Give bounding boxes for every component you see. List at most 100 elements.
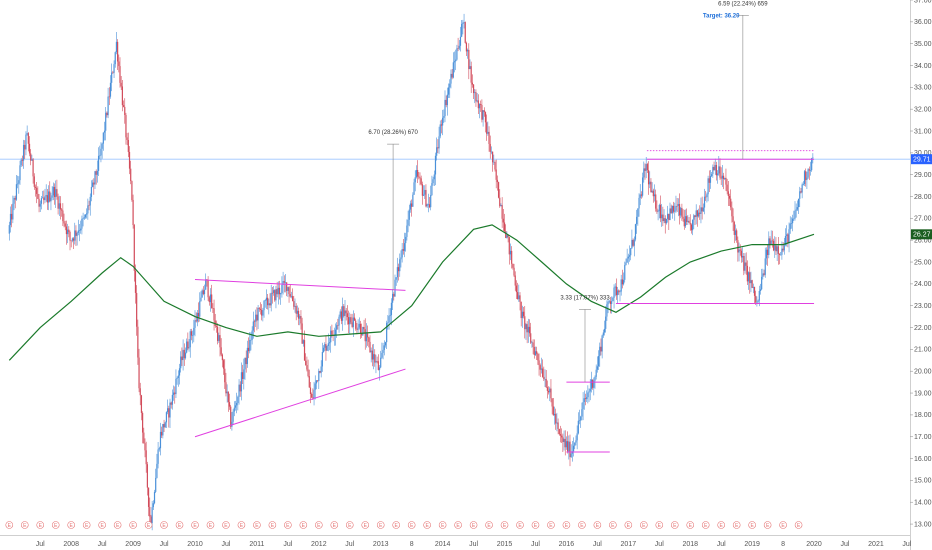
earnings-event-marker[interactable] xyxy=(222,521,230,529)
earnings-event-marker[interactable] xyxy=(376,521,385,529)
earnings-event-marker[interactable] xyxy=(732,521,741,529)
candle-body xyxy=(389,315,391,317)
earnings-event-marker[interactable] xyxy=(299,521,308,529)
candle-body xyxy=(807,169,809,178)
x-tick-label: Jul xyxy=(841,541,850,548)
earnings-event-marker[interactable] xyxy=(20,521,29,529)
candle-body xyxy=(213,308,215,321)
candle-body xyxy=(111,72,113,83)
candle-body xyxy=(465,42,468,52)
pattern-line-triangle-lower[interactable] xyxy=(194,368,406,438)
candle-body xyxy=(220,347,222,355)
earnings-event-marker[interactable] xyxy=(485,521,493,529)
earnings-event-marker[interactable] xyxy=(315,521,323,529)
earnings-event-marker[interactable] xyxy=(113,521,122,529)
candle-body xyxy=(211,294,213,308)
candle-body xyxy=(84,214,87,218)
ma-value-badge-box[interactable] xyxy=(911,229,932,240)
candle-body xyxy=(661,214,663,219)
earnings-event-marker[interactable] xyxy=(686,521,695,529)
candle-body xyxy=(686,216,688,222)
earnings-event-marker[interactable] xyxy=(779,521,787,529)
candle-body xyxy=(271,292,273,294)
earnings-event-marker[interactable] xyxy=(640,521,648,529)
earnings-event-marker[interactable] xyxy=(284,521,292,529)
candle-body xyxy=(347,317,350,325)
earnings-event-marker[interactable] xyxy=(547,521,555,529)
earnings-event-marker[interactable] xyxy=(407,521,416,529)
current-price-badge-box[interactable] xyxy=(911,154,932,165)
earnings-event-marker[interactable] xyxy=(67,521,75,529)
candle-body xyxy=(515,285,518,293)
candle-body xyxy=(107,96,109,116)
earnings-event-marker[interactable] xyxy=(454,521,462,529)
earnings-event-marker[interactable] xyxy=(98,521,106,529)
earnings-event-marker[interactable] xyxy=(701,521,710,529)
earnings-event-marker[interactable] xyxy=(593,521,602,529)
moving-average-line xyxy=(8,224,815,361)
earnings-event-marker[interactable] xyxy=(392,521,400,529)
candle-body xyxy=(503,222,506,232)
candle-body xyxy=(334,329,337,335)
candle-body xyxy=(481,105,483,120)
candle-body xyxy=(471,82,473,85)
earnings-event-marker[interactable] xyxy=(144,521,153,529)
earnings-event-marker[interactable] xyxy=(175,521,184,529)
candle-body xyxy=(621,279,623,285)
earnings-event-marker[interactable] xyxy=(129,521,137,529)
earnings-event-marker[interactable] xyxy=(345,521,354,529)
earnings-event-marker[interactable] xyxy=(717,521,725,529)
earnings-event-marker[interactable] xyxy=(253,521,261,529)
earnings-event-marker[interactable] xyxy=(624,521,633,529)
candle-body xyxy=(450,73,452,84)
earnings-event-marker[interactable] xyxy=(36,521,45,529)
earnings-event-marker[interactable] xyxy=(469,521,478,529)
earnings-event-marker[interactable] xyxy=(191,521,199,529)
y-tick-label: 22.00 xyxy=(914,325,932,332)
earnings-event-letter: E xyxy=(596,523,600,529)
candle-body xyxy=(64,223,66,227)
earnings-event-marker[interactable] xyxy=(794,521,803,529)
earnings-event-marker[interactable] xyxy=(578,521,586,529)
candle-body xyxy=(563,438,565,443)
earnings-event-marker[interactable] xyxy=(562,521,571,529)
candle-body xyxy=(62,210,64,222)
earnings-event-marker[interactable] xyxy=(51,521,60,529)
price-axis-panel[interactable] xyxy=(910,0,932,550)
candle-body xyxy=(457,48,459,50)
earnings-event-marker[interactable] xyxy=(516,521,524,529)
candle-body xyxy=(590,379,593,389)
candle-body xyxy=(74,230,76,241)
candle-body xyxy=(414,177,416,183)
earnings-event-marker[interactable] xyxy=(206,521,215,529)
earnings-event-marker[interactable] xyxy=(500,521,509,529)
earnings-event-marker[interactable] xyxy=(82,521,91,529)
earnings-event-marker[interactable] xyxy=(438,521,447,529)
candle-body xyxy=(547,390,550,393)
pattern-line-triangle-upper[interactable] xyxy=(194,279,406,291)
earnings-event-marker[interactable] xyxy=(748,521,756,529)
candle-body xyxy=(187,341,189,349)
earnings-event-marker[interactable] xyxy=(268,521,277,529)
candle-body xyxy=(507,235,509,238)
earnings-event-marker[interactable] xyxy=(531,521,540,529)
earnings-event-marker[interactable] xyxy=(655,521,664,529)
candle-body xyxy=(18,180,20,184)
earnings-event-marker[interactable] xyxy=(361,521,370,529)
y-tick-label: 36.00 xyxy=(914,19,932,26)
candle-body xyxy=(277,287,279,295)
earnings-event-marker[interactable] xyxy=(160,521,168,529)
candle-body xyxy=(388,316,390,323)
earnings-event-marker[interactable] xyxy=(5,521,14,529)
earnings-event-marker[interactable] xyxy=(609,521,617,529)
candle-body xyxy=(717,173,719,176)
candle-body xyxy=(731,207,733,217)
earnings-event-marker[interactable] xyxy=(670,521,679,529)
earnings-event-marker[interactable] xyxy=(423,521,431,529)
earnings-event-marker[interactable] xyxy=(237,521,246,529)
candle-body xyxy=(696,210,698,217)
candle-body xyxy=(695,210,697,218)
earnings-event-marker[interactable] xyxy=(330,521,339,529)
earnings-event-marker[interactable] xyxy=(763,521,772,529)
